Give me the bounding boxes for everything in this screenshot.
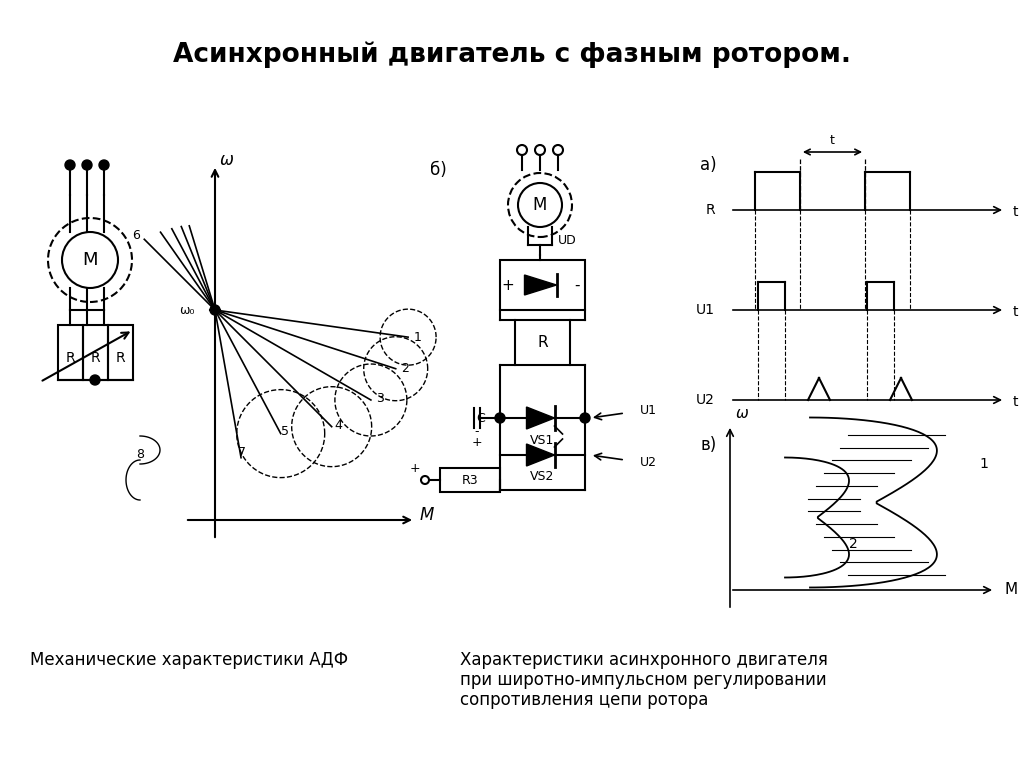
Text: M: M xyxy=(82,251,97,269)
Text: R: R xyxy=(116,351,125,364)
Text: сопротивления цепи ротора: сопротивления цепи ротора xyxy=(460,691,709,709)
Text: R: R xyxy=(706,203,715,217)
Text: R: R xyxy=(91,351,100,364)
Text: VS1: VS1 xyxy=(530,433,555,446)
Text: Характеристики асинхронного двигателя: Характеристики асинхронного двигателя xyxy=(460,651,827,669)
Text: M: M xyxy=(532,196,547,214)
Text: R: R xyxy=(66,351,76,364)
Circle shape xyxy=(210,305,220,315)
Text: +: + xyxy=(502,278,514,292)
Bar xyxy=(500,260,585,310)
Text: -: - xyxy=(475,426,479,439)
Text: C: C xyxy=(476,412,485,424)
Text: U2: U2 xyxy=(640,456,657,469)
Text: ω: ω xyxy=(736,406,749,420)
Text: t: t xyxy=(1013,305,1019,319)
Circle shape xyxy=(495,413,505,423)
Text: 2: 2 xyxy=(401,361,410,374)
Text: UD: UD xyxy=(558,233,577,246)
Text: а): а) xyxy=(700,156,717,174)
Text: 8: 8 xyxy=(136,449,144,462)
Text: 1: 1 xyxy=(414,331,422,344)
Text: Асинхронный двигатель с фазным ротором.: Асинхронный двигатель с фазным ротором. xyxy=(173,41,851,68)
Text: +: + xyxy=(472,436,482,449)
Text: +: + xyxy=(410,462,420,475)
Polygon shape xyxy=(526,444,555,466)
Circle shape xyxy=(421,476,429,484)
Text: 6: 6 xyxy=(132,229,139,242)
Text: t: t xyxy=(830,133,835,146)
Text: 2: 2 xyxy=(849,536,858,551)
Text: M: M xyxy=(1005,582,1018,597)
Polygon shape xyxy=(524,275,556,295)
Circle shape xyxy=(90,375,100,385)
Bar xyxy=(440,468,500,492)
Bar xyxy=(83,325,108,380)
Text: 3: 3 xyxy=(376,393,383,406)
Text: R: R xyxy=(538,335,548,350)
Text: -: - xyxy=(574,278,580,292)
Circle shape xyxy=(65,160,75,170)
Text: 5: 5 xyxy=(282,426,290,439)
Text: R3: R3 xyxy=(462,473,478,486)
Text: Механические характеристики АДФ: Механические характеристики АДФ xyxy=(30,651,348,669)
Text: U2: U2 xyxy=(696,393,715,407)
Text: 4: 4 xyxy=(335,419,343,432)
Text: VS2: VS2 xyxy=(530,470,555,483)
Polygon shape xyxy=(526,407,555,429)
Text: M: M xyxy=(420,506,434,524)
Bar xyxy=(515,320,570,365)
Bar xyxy=(58,325,83,380)
Text: U1: U1 xyxy=(696,303,715,317)
Circle shape xyxy=(99,160,109,170)
Text: в): в) xyxy=(700,436,716,454)
Circle shape xyxy=(580,413,590,423)
Text: ω: ω xyxy=(220,151,233,169)
Text: t: t xyxy=(1013,205,1019,219)
Text: U1: U1 xyxy=(640,403,657,416)
Bar xyxy=(108,325,133,380)
Text: 7: 7 xyxy=(239,446,247,459)
Text: ω₀: ω₀ xyxy=(179,304,195,317)
Text: б): б) xyxy=(430,161,446,179)
Text: при широтно-импульсном регулировании: при широтно-импульсном регулировании xyxy=(460,671,826,689)
Text: t: t xyxy=(1013,395,1019,409)
Text: 1: 1 xyxy=(979,457,988,472)
Circle shape xyxy=(82,160,92,170)
